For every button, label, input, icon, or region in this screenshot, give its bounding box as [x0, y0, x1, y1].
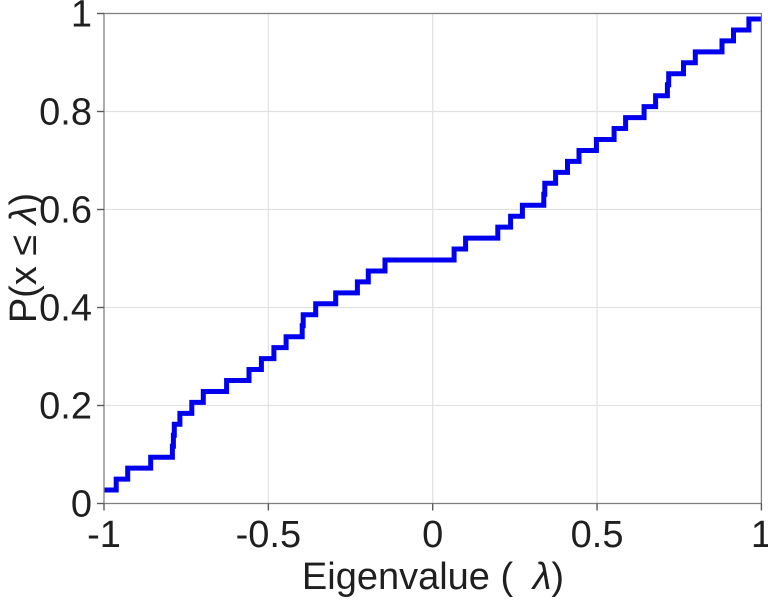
- y-tick-label: 0.6: [39, 190, 92, 232]
- y-axis-label: P(x ≤ λ): [3, 193, 45, 323]
- x-tick-labels: -1 -0.5 0 0.5 1: [87, 514, 768, 556]
- y-tick-label: 1: [71, 0, 92, 36]
- x-tick-label: 1: [751, 514, 768, 556]
- y-tick-label: 0: [71, 484, 92, 526]
- y-tick-labels: 0 0.2 0.4 0.6 0.8 1: [39, 0, 92, 526]
- tick-marks: [97, 12, 763, 511]
- y-tick-label: 0.4: [39, 288, 92, 330]
- x-tick-label: -1: [87, 514, 121, 556]
- x-axis-label: Eigenvalue ( λ): [302, 556, 564, 598]
- x-tick-label: 0.5: [571, 514, 624, 556]
- y-tick-label: 0.8: [39, 92, 92, 134]
- x-tick-label: -0.5: [236, 514, 301, 556]
- ecdf-stairs-line: [104, 16, 762, 493]
- gridlines: [104, 13, 762, 504]
- y-tick-label: 0.2: [39, 386, 92, 428]
- x-tick-label: 0: [422, 514, 443, 556]
